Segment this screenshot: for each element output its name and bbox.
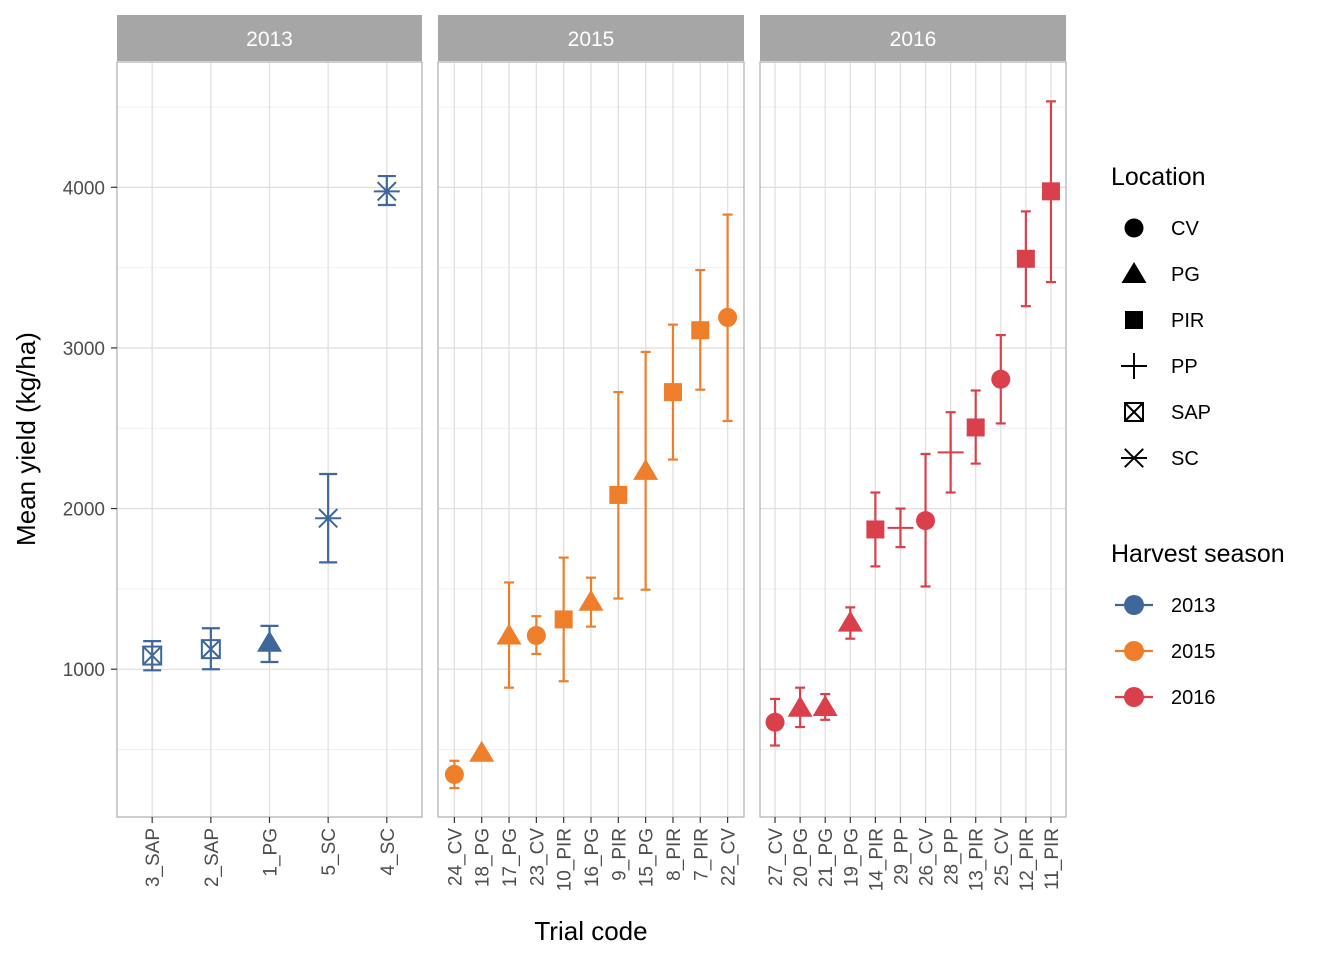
data-point [1016, 249, 1035, 268]
data-point [787, 695, 813, 717]
legend-label: PP [1171, 356, 1198, 378]
y-tick-label: 3000 [63, 339, 105, 360]
legend-key-pg [1121, 262, 1147, 283]
x-tick-label: 9_PIR [609, 828, 630, 881]
x-tick-label: 10_PIR [555, 828, 576, 891]
x-axis-title: Trial code [534, 916, 647, 946]
x-tick-label: 19_PG [841, 828, 862, 887]
legend-label: SAP [1171, 402, 1211, 424]
legend-label: SC [1171, 448, 1199, 470]
x-tick-label: 20_PG [791, 828, 812, 887]
legend-label: PIR [1171, 310, 1204, 332]
legend-label: PG [1171, 264, 1200, 286]
facet-strip [760, 15, 1066, 61]
x-tick-label: 15_PG [637, 828, 658, 887]
facet-strip [117, 15, 422, 61]
x-tick-label: 13_PIR [967, 828, 988, 891]
legend-key-2016 [1115, 687, 1153, 707]
x-tick-label: 28_PP [942, 828, 963, 885]
x-tick-label: 3_SAP [143, 828, 164, 887]
data-point [663, 383, 682, 402]
legend-key-pp [1121, 353, 1147, 379]
data-point [373, 181, 400, 202]
x-tick-label: 21_PG [816, 828, 837, 887]
legend-key-cv [1124, 218, 1144, 238]
data-point [142, 645, 163, 666]
y-axis-title: Mean yield (kg/ha) [11, 332, 41, 546]
legend-label: 2015 [1171, 641, 1216, 663]
legend-key-2013 [1115, 595, 1153, 615]
data-point [469, 740, 495, 762]
data-point [916, 511, 936, 531]
facet-panel-2015: 2015 24_CV 18_PG 17_PG 23_CV 10_PIR 16_PG 9_PIR… [437, 15, 745, 891]
legend: Location CV PG PIR PP SAP SC Harvest season 2013… [1111, 163, 1285, 709]
x-tick-label: 11_PIR [1042, 828, 1063, 890]
data-point [765, 712, 785, 732]
legend-label: 2016 [1171, 687, 1216, 709]
data-point [812, 694, 838, 716]
x-tick-label: 18_PG [473, 828, 494, 887]
x-tick-label: 27_CV [766, 828, 787, 886]
facet-panel-2013: 2013 3_SAP 2_SAP 1_PG 5_SC 4_SC 1000 2000 3000 40… [63, 15, 423, 887]
legend-key-pir [1125, 311, 1143, 329]
x-tick-label: 7_PIR [691, 828, 712, 881]
legend-title-season: Harvest season [1111, 540, 1285, 568]
facet-strip [438, 15, 744, 61]
x-tick-label: 5_SC [319, 828, 340, 876]
data-point [1041, 182, 1060, 201]
x-tick-label: 12_PIR [1017, 828, 1038, 891]
data-point [526, 625, 546, 645]
x-tick-label: 23_CV [527, 828, 548, 886]
legend-label: CV [1171, 218, 1199, 240]
data-point [991, 369, 1011, 389]
x-tick-label: 17_PG [500, 828, 521, 887]
x-tick-label: 8_PIR [664, 828, 685, 881]
data-point [444, 764, 464, 784]
data-point [554, 610, 573, 629]
legend-key-2015 [1115, 641, 1153, 661]
facet-strip-label: 2013 [246, 28, 293, 51]
legend-key-sc [1121, 448, 1147, 468]
facet-strip-label: 2016 [890, 28, 937, 51]
panel-border [759, 61, 1067, 818]
legend-title-location: Location [1111, 163, 1206, 191]
y-tick-label: 2000 [63, 500, 105, 521]
data-point [578, 589, 604, 611]
x-tick-label: 4_SC [378, 828, 399, 876]
data-point [200, 639, 221, 660]
data-point [257, 630, 282, 652]
data-point [315, 508, 342, 529]
data-point [633, 458, 659, 480]
x-tick-label: 29_PP [891, 828, 912, 885]
data-point [691, 321, 710, 340]
legend-key-sap [1124, 402, 1144, 422]
data-point [609, 485, 628, 504]
y-tick-label: 1000 [63, 660, 105, 681]
x-tick-label: 2_SAP [202, 828, 223, 887]
facet-panel-2016: 2016 27_CV 20_PG 21_PG 19_PG 14_PIR 29_PP 26_CV… [759, 15, 1067, 891]
x-tick-label: 1_PG [261, 828, 282, 877]
data-point [966, 418, 985, 437]
y-tick-label: 4000 [63, 178, 105, 199]
x-tick-label: 14_PIR [866, 828, 887, 891]
data-point [937, 439, 964, 466]
data-point [496, 623, 522, 645]
data-point [866, 520, 885, 539]
x-tick-label: 24_CV [445, 828, 466, 886]
x-tick-label: 22_CV [719, 828, 740, 886]
data-point [887, 514, 914, 541]
facet-panels: 2013 3_SAP 2_SAP 1_PG 5_SC 4_SC 1000 2000 3000 40… [63, 15, 1067, 891]
legend-label: 2013 [1171, 595, 1216, 617]
facet-strip-label: 2015 [568, 28, 615, 51]
data-point [718, 307, 738, 327]
data-point [837, 610, 863, 632]
x-tick-label: 26_CV [917, 828, 938, 886]
x-tick-label: 16_PG [582, 828, 603, 887]
x-tick-label: 25_CV [992, 828, 1013, 886]
